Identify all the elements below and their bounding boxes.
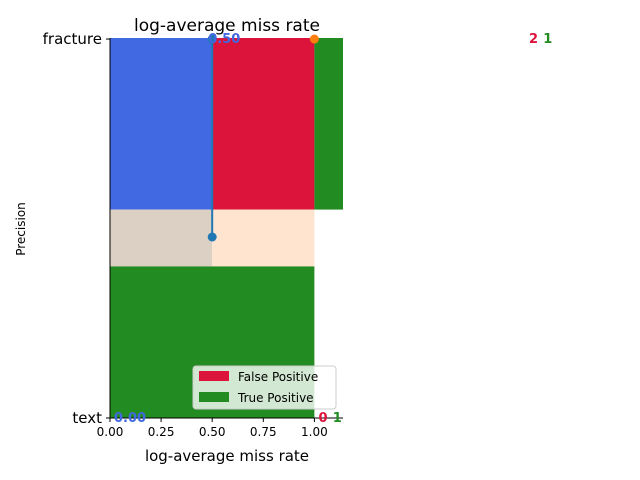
data-annotation: 0.50 — [208, 32, 240, 47]
legend-swatch-false-positive — [199, 371, 229, 381]
region-upper-left — [110, 38, 213, 210]
region-upper-right — [314, 38, 343, 210]
data-annotation: 0 — [318, 411, 327, 426]
background-regions — [110, 38, 343, 418]
data-annotation: 1 — [333, 411, 342, 426]
data-annotation: 0.00 — [114, 411, 146, 426]
legend-label-false-positive: False Positive — [238, 370, 318, 384]
legend-label-true-positive: True Positive — [237, 391, 314, 405]
y-tick-label: text — [72, 409, 102, 427]
legend: False Positive True Positive — [192, 365, 337, 410]
data-annotation: 2 — [529, 32, 538, 47]
data-annotation: 1 — [543, 32, 552, 47]
region-middle-left — [110, 209, 213, 267]
x-tick-label: 1.00 — [301, 425, 328, 439]
x-tick-label: 0.50 — [199, 425, 226, 439]
chart-title: log-average miss rate — [134, 16, 320, 36]
axes — [109, 38, 343, 419]
y-tick-label: fracture — [43, 30, 102, 48]
legend-swatch-true-positive — [199, 392, 229, 402]
annotations: 0.500.002 10 1 — [114, 32, 552, 426]
series-point — [207, 34, 217, 44]
series-point — [309, 34, 319, 44]
x-tick-label: 0.25 — [148, 425, 175, 439]
y-axis-label: Precision — [14, 202, 28, 256]
x-axis-label: log-average miss rate — [145, 447, 309, 465]
region-middle-right — [212, 209, 315, 267]
region-upper-middle — [212, 38, 315, 210]
series-point — [207, 232, 217, 242]
x-tick-label: 0.75 — [250, 425, 277, 439]
x-tick-label: 0.00 — [97, 425, 124, 439]
series-layer — [207, 34, 319, 242]
